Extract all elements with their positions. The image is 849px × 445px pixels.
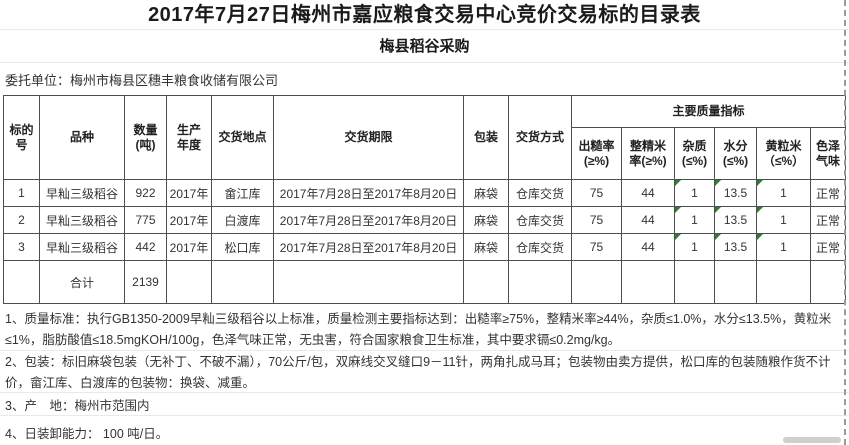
col-header-impurity: 杂质 (≤%) (674, 127, 715, 180)
page-title: 2017年7月27日梅州市嘉应粮食交易中心竞价交易标的目录表 (0, 0, 849, 30)
green-triangle-flag-icon (715, 180, 721, 186)
green-triangle-flag-icon (757, 180, 763, 186)
cell: 922 (124, 179, 167, 207)
total-label: 合计 (39, 260, 125, 304)
cell: 麻袋 (463, 233, 509, 261)
table-row: 1 早籼三级稻谷 922 2017年 畲江库 2017年7月28日至2017年8月20日麻… (3, 179, 847, 207)
cell: 早籼三级稻谷 (39, 206, 125, 234)
col-header-quantity: 数量 (吨) (124, 95, 167, 180)
col-header-yellow-grain: 黄粒米 （≤%） (756, 127, 811, 180)
notes-section: 1、质量标准：执行GB1350-2009早籼三级稻谷以上标准，质量检测主要指标达… (0, 304, 849, 444)
col-header-period: 交货期限 (273, 95, 464, 180)
cell: 麻袋 (463, 179, 509, 207)
cell: 1 (756, 206, 811, 234)
cell: 75 (571, 206, 622, 234)
note-packaging: 2、包装：标旧麻袋包装（无补丁、不破不漏），70公斤/包，双麻线交叉缝口9－11… (0, 351, 849, 393)
cell: 2017年7月28日至2017年8月20日 (273, 179, 464, 207)
cell: 44 (621, 233, 675, 261)
empty-cell (674, 260, 715, 304)
col-header-head-rice-rate: 整精米 率(≥%) (621, 127, 675, 180)
cell: 2017年 (166, 233, 212, 261)
table-body: 1 早籼三级稻谷 922 2017年 畲江库 2017年7月28日至2017年8月20日麻… (3, 179, 847, 261)
cell: 44 (621, 179, 675, 207)
col-header-delivery: 交货方式 (508, 95, 572, 180)
cell: 早籼三级稻谷 (39, 233, 125, 261)
col-header-packaging: 包装 (463, 95, 509, 180)
col-header-year: 生产 年度 (166, 95, 212, 180)
cell: 13.5 (714, 179, 757, 207)
cell: 2 (3, 206, 40, 234)
consignor-line: 委托单位：梅州市梅县区穗丰粮食收储有限公司 (5, 72, 279, 88)
note-unloading-capacity: 4、日装卸能力： 100 吨/日。 (5, 427, 169, 441)
cell: 白渡库 (211, 206, 274, 234)
cell: 44 (621, 206, 675, 234)
col-header-quality-group: 主要质量指标 (570, 95, 847, 128)
cell: 1 (674, 206, 715, 234)
cell: 仓库交货 (508, 233, 572, 261)
empty-cell (3, 260, 40, 304)
green-triangle-flag-icon (675, 180, 681, 186)
green-triangle-flag-icon (715, 207, 721, 213)
empty-cell (621, 260, 675, 304)
cell: 仓库交货 (508, 179, 572, 207)
cell: 442 (124, 233, 167, 261)
cell: 1 (674, 233, 715, 261)
table-row: 3 早籼三级稻谷 442 2017年 松口库 2017年7月28日至2017年8月20日麻… (3, 233, 847, 261)
cell: 早籼三级稻谷 (39, 179, 125, 207)
col-header-moisture: 水分 (≤%) (714, 127, 757, 180)
col-header-bid-no: 标的 号 (3, 95, 40, 180)
empty-cell (273, 260, 464, 304)
note-quality-standard: 1、质量标准：执行GB1350-2009早籼三级稻谷以上标准，质量检测主要指标达… (0, 304, 849, 351)
page-subtitle: 梅县稻谷采购 (0, 30, 849, 63)
cell: 75 (571, 179, 622, 207)
cell: 2017年7月28日至2017年8月20日 (273, 233, 464, 261)
total-row: 合计 2139 (3, 260, 847, 304)
horizontal-scrollbar-thumb[interactable] (783, 437, 841, 443)
cell: 1 (674, 179, 715, 207)
empty-cell (714, 260, 757, 304)
catalog-table: 标的 号 品种 数量 (吨) 生产 年度 交货地点 交货期限 包装 交货方式 主… (3, 95, 847, 304)
green-triangle-flag-icon (675, 207, 681, 213)
table-row: 2 早籼三级稻谷 775 2017年 白渡库 2017年7月28日至2017年8月20日麻… (3, 206, 847, 234)
cell: 1 (3, 179, 40, 207)
cell: 75 (571, 233, 622, 261)
total-quantity: 2139 (124, 260, 167, 304)
cell: 1 (756, 233, 811, 261)
empty-cell (809, 260, 847, 304)
empty-cell (571, 260, 622, 304)
green-triangle-flag-icon (715, 234, 721, 240)
cell: 松口库 (211, 233, 274, 261)
cell: 正常 (809, 206, 847, 234)
green-triangle-flag-icon (757, 207, 763, 213)
cell: 2017年7月28日至2017年8月20日 (273, 206, 464, 234)
col-header-variety: 品种 (39, 95, 125, 180)
empty-cell (508, 260, 572, 304)
cell: 1 (756, 179, 811, 207)
cell: 13.5 (714, 233, 757, 261)
cell: 畲江库 (211, 179, 274, 207)
empty-cell (463, 260, 509, 304)
cell: 仓库交货 (508, 206, 572, 234)
col-header-brown-rice-rate: 出糙率 (≥%) (571, 127, 622, 180)
note-origin: 3、产 地：梅州市范围内 (0, 393, 849, 416)
empty-cell (166, 260, 212, 304)
cell: 麻袋 (463, 206, 509, 234)
col-header-color-odor: 色泽 气味 (809, 127, 847, 180)
col-header-location: 交货地点 (211, 95, 274, 180)
green-triangle-flag-icon (675, 234, 681, 240)
cell: 2017年 (166, 206, 212, 234)
cell: 正常 (809, 179, 847, 207)
cell: 13.5 (714, 206, 757, 234)
cell: 775 (124, 206, 167, 234)
cell: 2017年 (166, 179, 212, 207)
page-break-dashed-line (844, 0, 846, 445)
empty-cell (756, 260, 811, 304)
cell: 正常 (809, 233, 847, 261)
empty-cell (211, 260, 274, 304)
green-triangle-flag-icon (757, 234, 763, 240)
cell: 3 (3, 233, 40, 261)
